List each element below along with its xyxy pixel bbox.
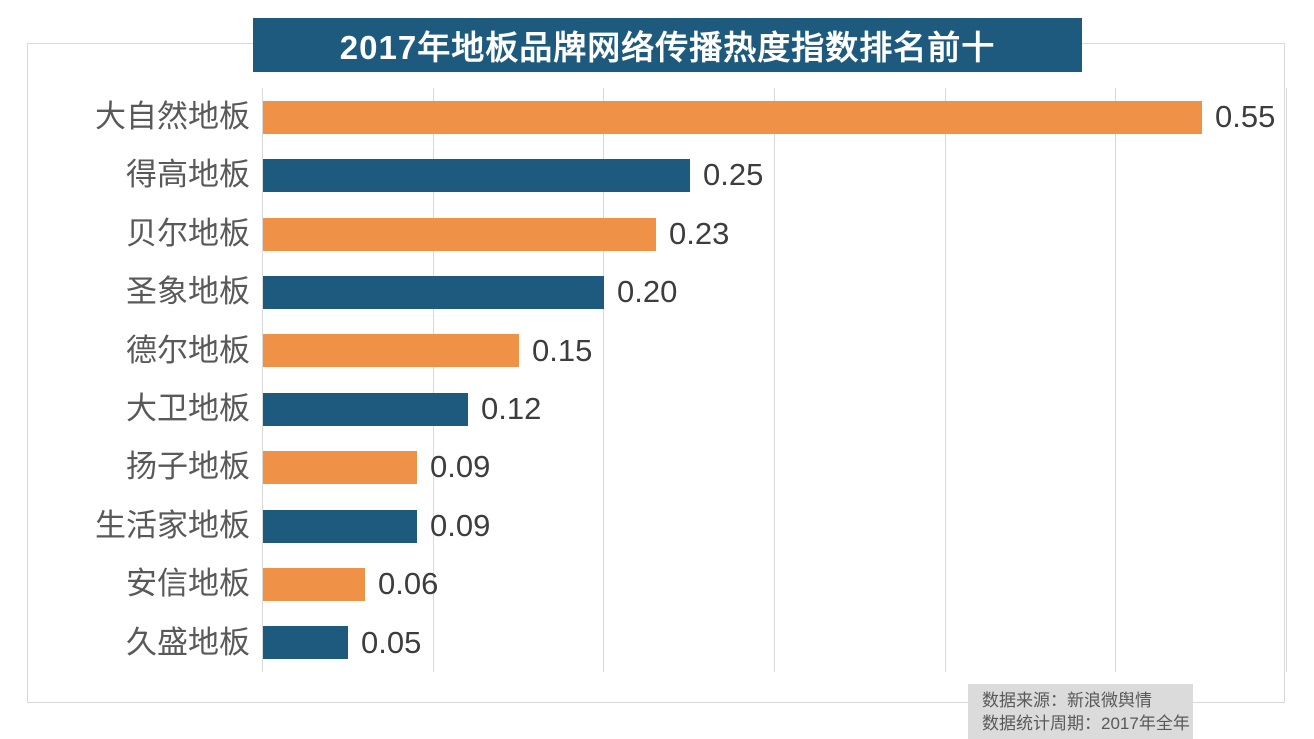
category-label: 大卫地板	[126, 391, 250, 426]
category-label: 德尔地板	[126, 332, 250, 368]
bar	[263, 159, 690, 193]
bar	[263, 509, 417, 543]
gridline	[1286, 88, 1287, 672]
value-label: 0.05	[361, 624, 422, 660]
category-label: 大自然地板	[95, 99, 250, 134]
gridline	[774, 88, 775, 672]
chart-frame	[27, 43, 1285, 703]
value-label: 0.06	[378, 566, 439, 602]
value-label: 0.25	[703, 157, 764, 193]
category-label: 久盛地板	[126, 624, 250, 660]
title-banner: 2017年地板品牌网络传播热度指数排名前十	[253, 18, 1082, 72]
gridline	[433, 88, 434, 672]
bar	[263, 392, 468, 426]
data-source-line: 数据来源：新浪微舆情	[982, 691, 1152, 710]
category-label: 贝尔地板	[126, 215, 250, 251]
data-period-line: 数据统计周期：2017年全年	[982, 714, 1190, 733]
category-label: 得高地板	[126, 157, 250, 193]
value-label: 0.23	[669, 215, 730, 251]
bar	[263, 334, 519, 368]
category-label: 扬子地板	[126, 449, 250, 485]
bar	[263, 567, 365, 601]
value-label: 0.20	[617, 274, 678, 310]
value-label: 0.09	[430, 449, 491, 485]
category-label: 圣象地板	[126, 274, 250, 310]
gridline	[603, 88, 604, 672]
bar	[263, 100, 1202, 134]
bar	[263, 626, 348, 660]
bar	[263, 217, 656, 251]
value-label: 0.15	[532, 332, 593, 368]
bar	[263, 275, 604, 309]
value-label: 0.55	[1215, 99, 1276, 134]
category-label: 安信地板	[126, 566, 250, 602]
gridline	[945, 88, 946, 672]
data-source-note: 数据来源：新浪微舆情 数据统计周期：2017年全年	[968, 684, 1193, 739]
bar	[263, 451, 417, 485]
category-label: 生活家地板	[95, 507, 250, 543]
value-label: 0.09	[430, 507, 491, 543]
value-label: 0.12	[481, 391, 542, 426]
gridline	[1115, 88, 1116, 672]
plot-area	[262, 88, 1287, 672]
chart-title: 2017年地板品牌网络传播热度指数排名前十	[339, 29, 996, 66]
gridline	[262, 88, 263, 672]
